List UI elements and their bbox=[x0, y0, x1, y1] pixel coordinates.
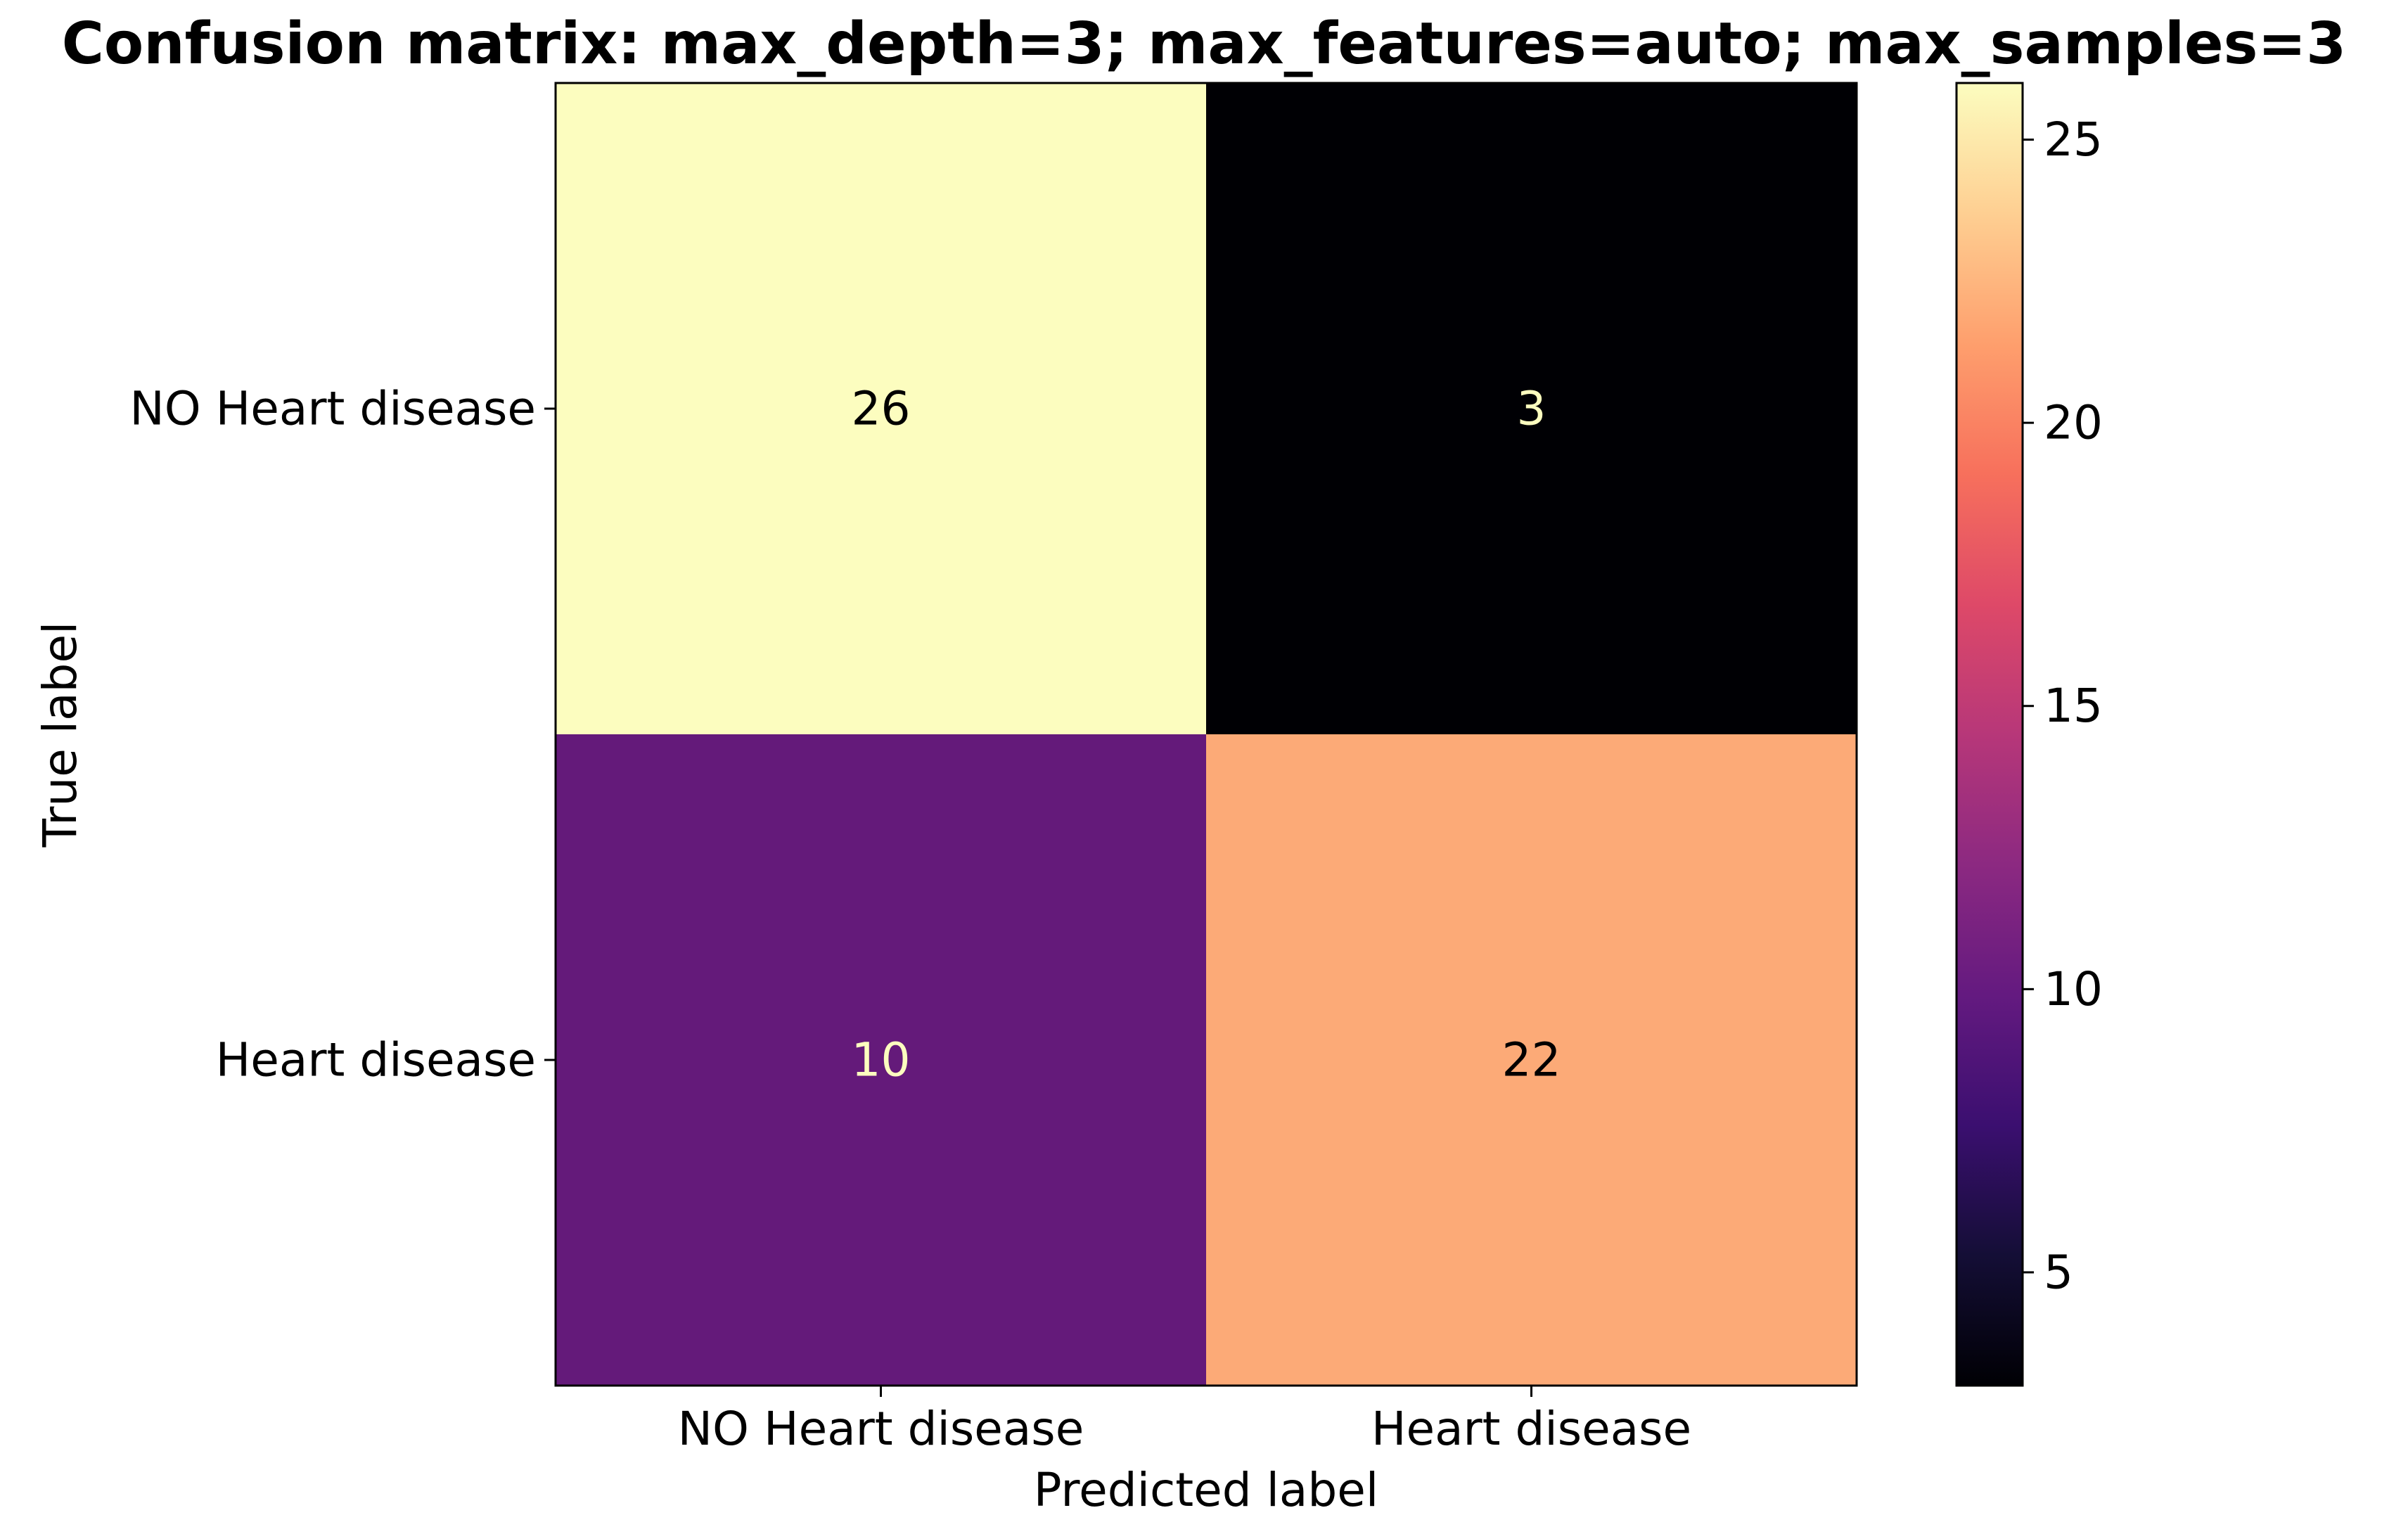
cell-value-label: 10 bbox=[852, 1033, 911, 1087]
matrix-cell bbox=[556, 83, 1206, 734]
cell-value-label: 26 bbox=[852, 382, 911, 436]
plot-frame bbox=[554, 82, 1858, 1387]
colorbar-tick-label: 20 bbox=[2044, 396, 2103, 450]
y-axis-label: True label bbox=[33, 622, 87, 848]
x-tick-label: NO Heart disease bbox=[678, 1402, 1084, 1456]
matrix-cell bbox=[1206, 83, 1857, 734]
y-axis-ticks: NO Heart disease Heart disease bbox=[129, 382, 556, 1087]
cell-value-label: 22 bbox=[1502, 1033, 1561, 1087]
y-tick-label: Heart disease bbox=[216, 1033, 536, 1087]
x-axis-label: Predicted label bbox=[1034, 1463, 1378, 1517]
colorbar-tick-label: 5 bbox=[2044, 1245, 2073, 1299]
colorbar-ticks: 5 10 15 20 25 bbox=[2023, 113, 2103, 1299]
matrix-cells bbox=[556, 83, 1857, 1386]
matrix-cell-labels: 26 3 10 22 bbox=[852, 382, 1561, 1087]
cell-value-label: 3 bbox=[1517, 382, 1546, 436]
colorbar-tick-label: 15 bbox=[2044, 679, 2103, 733]
colorbar-tick-label: 10 bbox=[2044, 962, 2103, 1016]
chart-title: Confusion matrix: max_depth=3; max_featu… bbox=[62, 11, 2347, 77]
matrix-cell bbox=[556, 734, 1206, 1386]
colorbar-tick-label: 25 bbox=[2044, 113, 2103, 167]
x-axis-ticks: NO Heart disease Heart disease bbox=[678, 1386, 1691, 1456]
x-tick-label: Heart disease bbox=[1371, 1402, 1691, 1456]
colorbar bbox=[1955, 82, 2024, 1387]
y-tick-label: NO Heart disease bbox=[129, 382, 536, 436]
matrix-cell bbox=[1206, 734, 1857, 1386]
